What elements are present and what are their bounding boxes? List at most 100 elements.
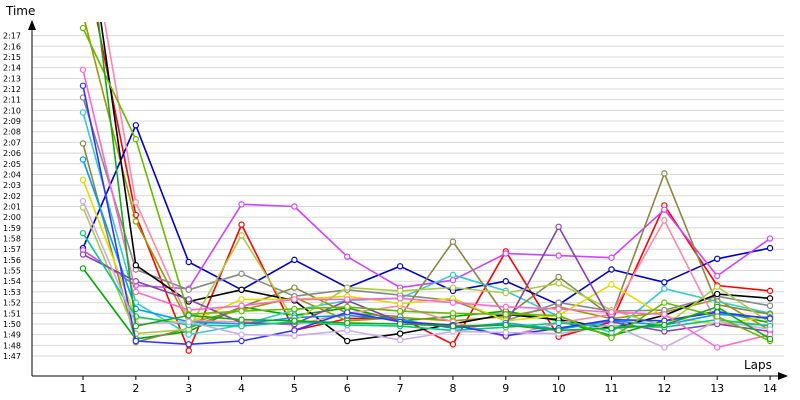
x-tick-label: 3 (185, 382, 192, 395)
y-tick-label: 1:54 (3, 277, 21, 286)
data-point (344, 284, 351, 291)
y-tick-label: 2:02 (3, 192, 21, 201)
data-point (291, 256, 298, 264)
data-point (502, 289, 509, 297)
data-point (766, 295, 774, 302)
y-tick-label: 2:03 (3, 181, 21, 190)
y-tick-label: 1:55 (3, 267, 21, 276)
data-point (344, 296, 351, 303)
x-tick-label: 11 (605, 382, 619, 395)
data-point (185, 312, 192, 319)
data-point (608, 266, 615, 273)
data-point (661, 217, 668, 224)
data-point (396, 320, 404, 328)
data-point (132, 337, 140, 345)
data-point (555, 223, 562, 230)
axes: Time Laps (5, 4, 788, 380)
data-point (396, 300, 404, 307)
x-axis-arrow (778, 372, 788, 380)
data-point (608, 254, 615, 261)
series-18 (79, 66, 774, 351)
y-tick-label: 1:53 (3, 288, 21, 297)
series-line (82, 203, 771, 290)
data-point (79, 24, 87, 32)
data-point (185, 341, 192, 348)
data-point (291, 296, 298, 303)
data-point (132, 199, 140, 206)
y-tick-label: 2:04 (3, 170, 21, 179)
y-tick-labels: 1:47 1:481:49 1:50 1:511:52 1:53 1:541:55 1:56… (3, 32, 21, 361)
data-point (555, 273, 562, 281)
data-point (766, 315, 774, 322)
data-point (766, 244, 774, 252)
y-tick-label: 1:59 (3, 224, 21, 233)
y-tick-label: 1:48 (3, 341, 21, 350)
data-point (555, 319, 562, 327)
y-tick-label: 2:17 (3, 32, 21, 41)
data-point (608, 325, 615, 332)
series-line (82, 69, 771, 349)
y-tick-label: 1:57 (3, 245, 21, 254)
data-point (79, 229, 87, 237)
data-point (132, 262, 140, 269)
data-point (714, 290, 721, 298)
data-point (396, 295, 404, 302)
data-point (608, 309, 615, 316)
data-point (449, 299, 457, 306)
series-line (103, 22, 771, 338)
series-line (82, 112, 771, 336)
data-point (502, 278, 509, 285)
data-point (661, 279, 668, 286)
y-tick-label: 1:50 (3, 320, 21, 329)
x-tick-label: 9 (502, 382, 509, 395)
data-point (185, 318, 192, 326)
data-point (555, 252, 562, 259)
data-point (79, 265, 87, 272)
data-point (238, 302, 245, 310)
x-tick-label: 7 (397, 382, 404, 395)
data-point (291, 327, 298, 334)
data-point (238, 232, 245, 239)
data-point (449, 310, 457, 317)
data-point (502, 303, 509, 311)
data-point (291, 317, 298, 324)
data-point (502, 250, 509, 257)
data-point (79, 66, 87, 73)
x-tick-label: 5 (291, 382, 298, 395)
series-line (82, 27, 771, 342)
y-tick-label: 2:08 (3, 128, 21, 137)
data-point (766, 287, 774, 295)
y-tick-label: 2:01 (3, 202, 21, 211)
y-tick-label: 2:13 (3, 74, 21, 83)
data-point (555, 327, 562, 334)
data-point (79, 197, 87, 205)
x-tick-label: 6 (344, 382, 351, 395)
data-point (344, 337, 351, 345)
series-lines (79, 22, 774, 354)
y-tick-label: 2:11 (3, 96, 21, 105)
data-point (449, 276, 457, 284)
data-point (238, 337, 245, 345)
data-point (661, 285, 668, 292)
data-point (291, 305, 298, 313)
data-point (238, 331, 245, 338)
data-point (449, 238, 457, 245)
data-point (661, 206, 668, 213)
data-point (555, 299, 562, 306)
y-tick-label: 2:09 (3, 117, 21, 126)
data-point (661, 344, 668, 351)
data-point (766, 335, 774, 343)
data-point (608, 334, 615, 342)
data-point (449, 271, 457, 279)
data-point (132, 135, 140, 143)
x-axis-title: Laps (744, 358, 772, 372)
data-point (238, 286, 245, 293)
data-point (396, 330, 404, 337)
data-point (396, 336, 404, 344)
data-point (132, 218, 140, 225)
data-point (714, 283, 721, 290)
data-point (661, 321, 668, 329)
data-point (714, 255, 721, 263)
data-point (79, 156, 87, 163)
